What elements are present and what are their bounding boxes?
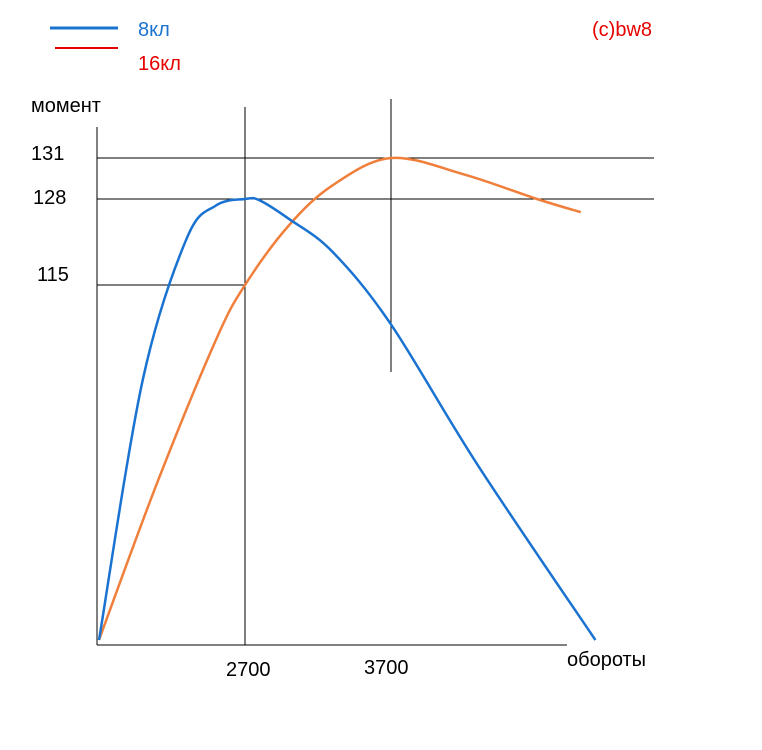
watermark-text: (c)bw8: [592, 19, 652, 41]
x-tick-3700: 3700: [364, 657, 409, 679]
x-axis-label: обороты: [567, 649, 646, 671]
legend-label-16kl: 16кл: [138, 53, 181, 75]
y-tick-131: 131: [31, 143, 64, 165]
y-axis-label: момент: [31, 95, 101, 117]
legend-label-8kl: 8кл: [138, 19, 170, 41]
y-tick-115: 115: [37, 264, 69, 286]
series-line-16kl: [97, 156, 582, 641]
series-line-8kl: [97, 196, 597, 641]
y-tick-128: 128: [33, 187, 66, 209]
x-tick-2700: 2700: [226, 659, 271, 681]
